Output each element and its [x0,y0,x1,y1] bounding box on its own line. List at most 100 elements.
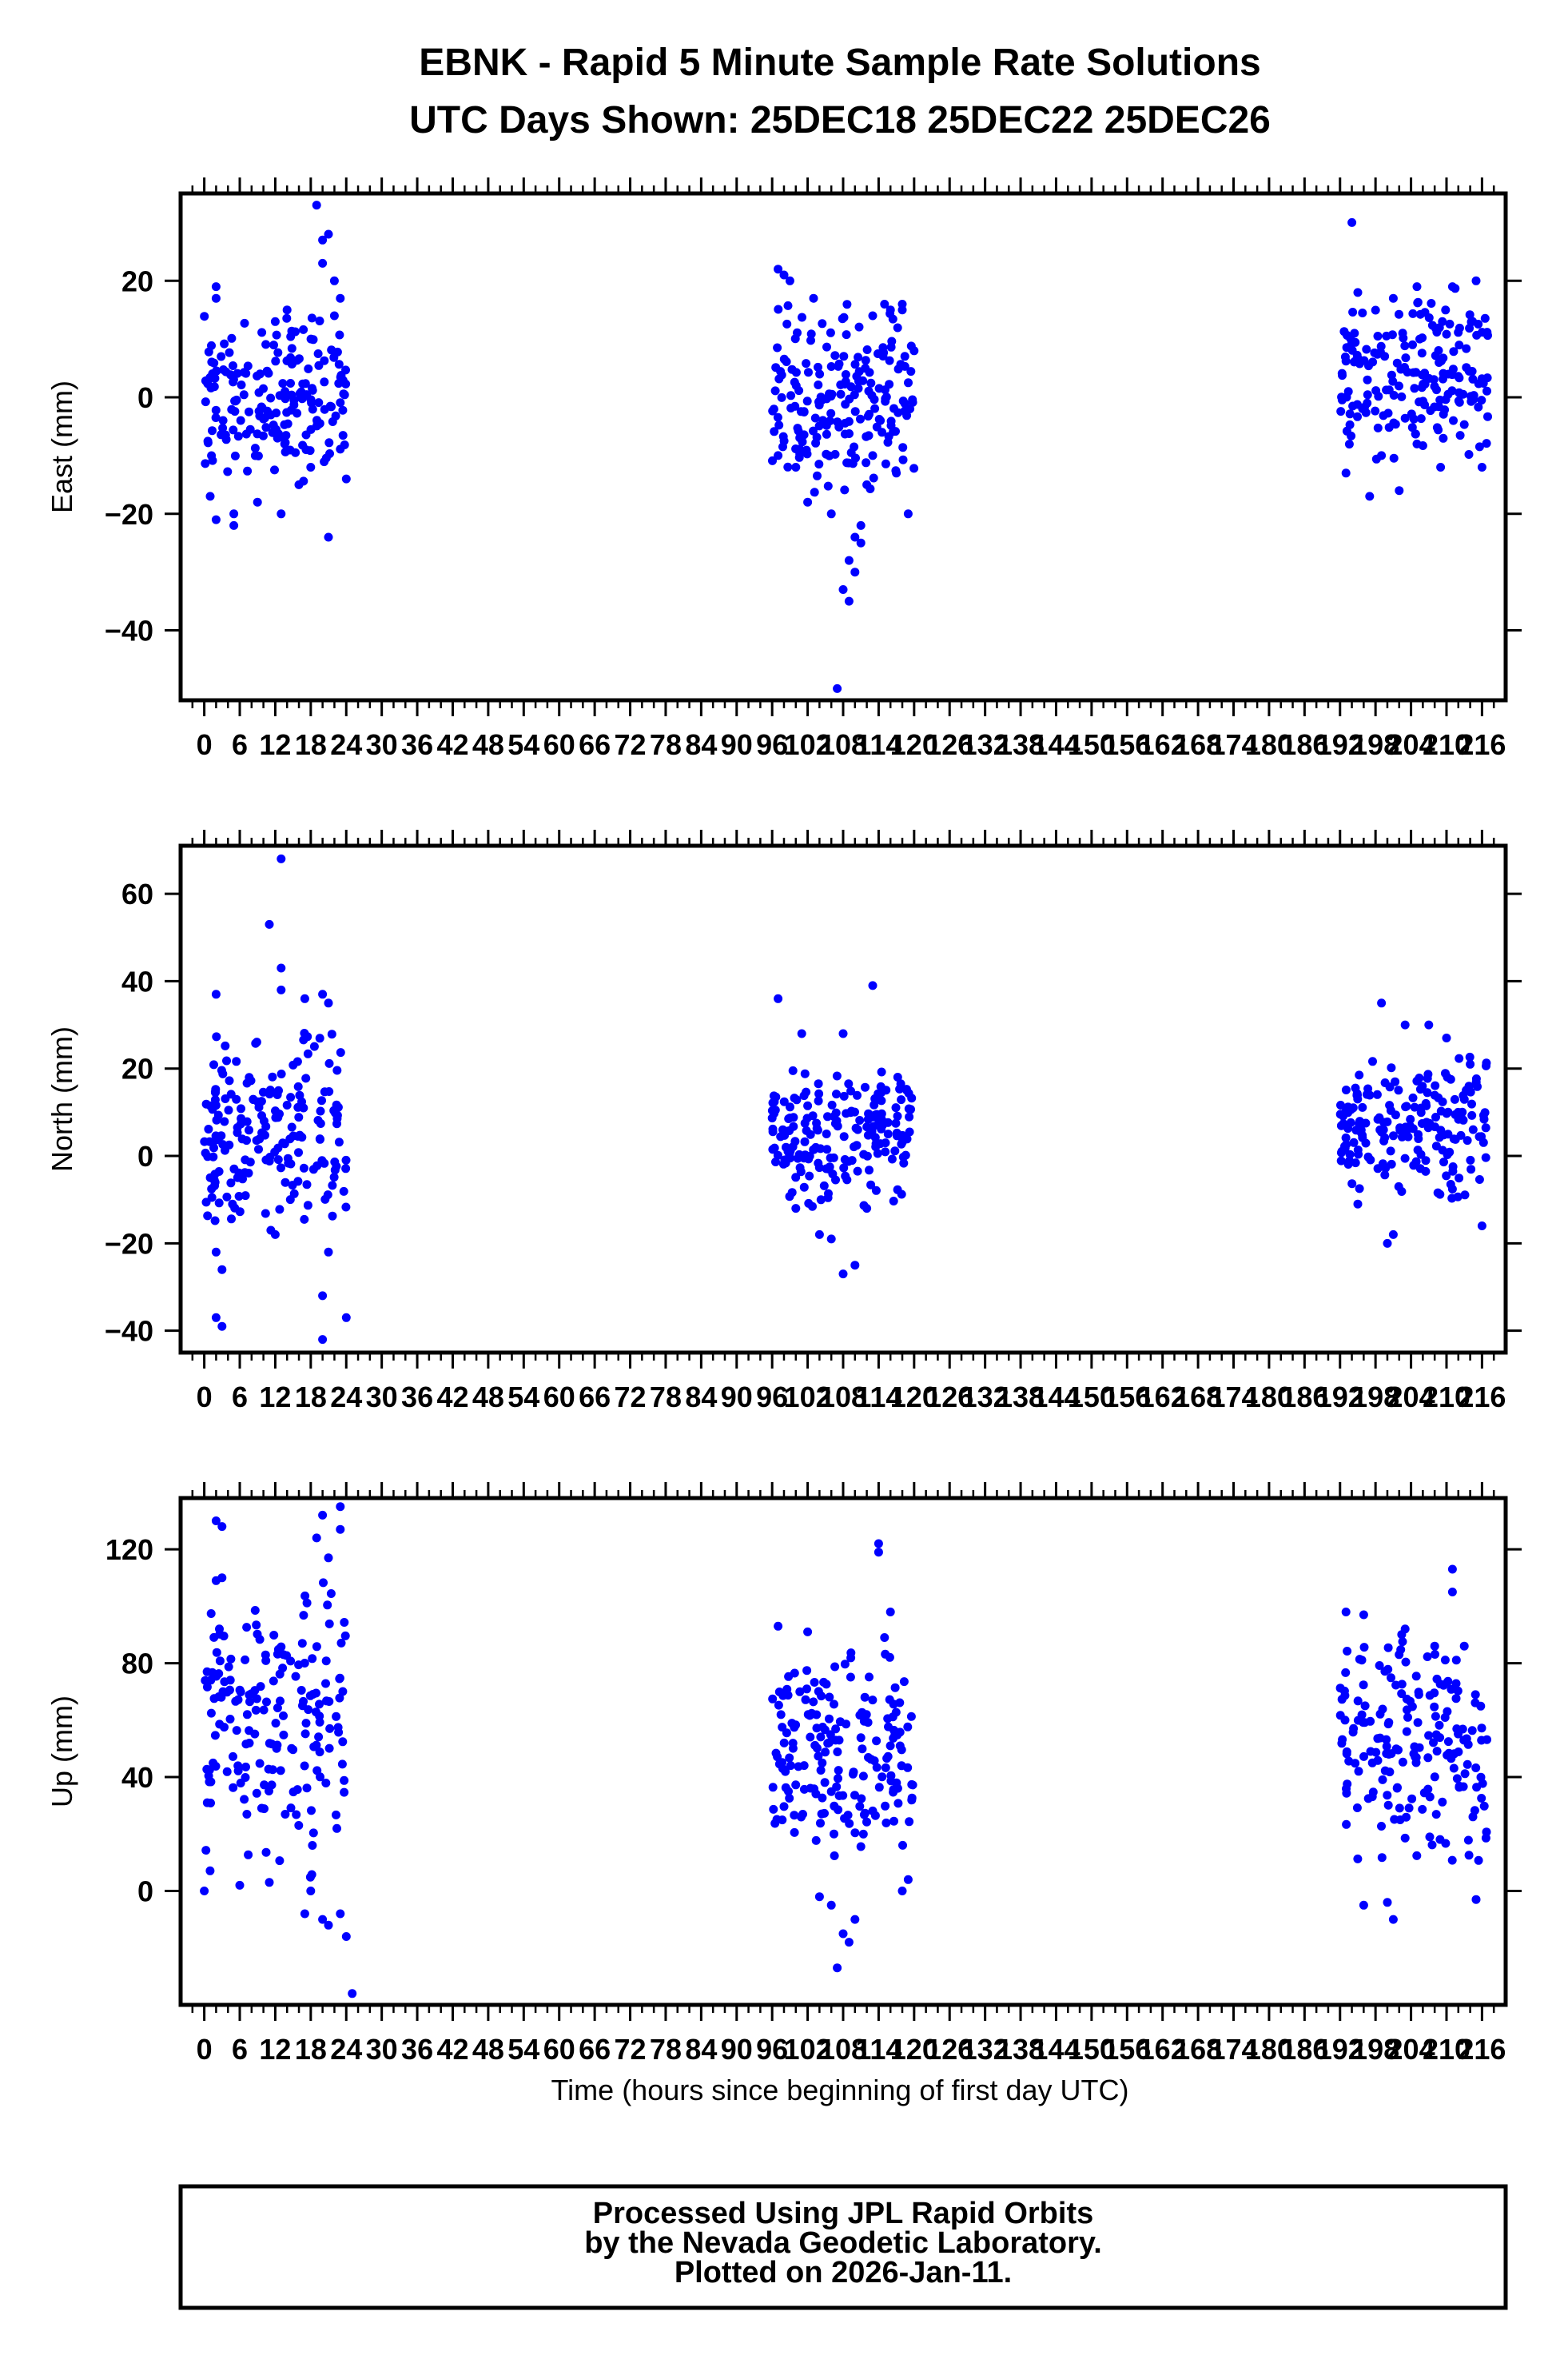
data-point [289,1787,298,1797]
data-point [791,1720,801,1730]
x-tick-label: 180 [1245,2033,1293,2066]
data-point [306,1887,316,1895]
data-point [809,426,818,436]
x-tick-label: 66 [579,2033,611,2066]
data-point [846,1086,856,1096]
data-point [835,1717,845,1727]
data-point [844,1938,854,1947]
data-point [1358,404,1367,413]
data-point [1338,1735,1347,1744]
data-point [870,1133,880,1142]
x-tick-label: 42 [436,2033,468,2066]
data-point [328,1211,337,1221]
data-point [241,1155,250,1165]
data-point [853,1166,862,1176]
data-point [315,1134,324,1144]
data-point [1395,381,1403,391]
data-point [1430,1688,1439,1698]
x-tick-label: 18 [295,728,327,761]
x-tick-label: 198 [1351,728,1399,761]
data-point [1420,400,1430,409]
data-point [318,1335,328,1345]
data-point [1429,1738,1438,1747]
data-point [793,424,802,433]
y-tick-label: 20 [121,1053,153,1086]
data-point [1480,313,1490,323]
data-point [889,1197,898,1205]
x-tick-label: 132 [961,2033,1009,2066]
data-point [1416,1150,1426,1159]
data-point [300,1909,309,1919]
x-tick-label: 120 [890,728,938,761]
data-point [300,1591,310,1600]
data-point [799,1784,809,1794]
data-point [834,1791,844,1800]
data-point [252,1788,261,1798]
data-point [868,1696,878,1705]
data-point [1463,1835,1473,1845]
data-point [1357,1656,1367,1665]
data-point [1398,1757,1407,1767]
data-point [870,404,880,413]
data-point [892,468,901,478]
data-point [861,1082,870,1092]
data-point [293,408,302,418]
data-point [850,1261,860,1270]
data-point [201,397,210,407]
data-point [819,1181,829,1190]
data-point [239,390,249,400]
data-point [770,1097,779,1106]
data-point [308,335,318,345]
data-point [903,509,913,519]
data-point [881,459,890,468]
data-point [1341,1668,1351,1677]
data-point [317,1156,327,1166]
data-points [200,1502,1491,1998]
data-point [1389,1131,1398,1141]
data-point [1435,1189,1445,1199]
data-point [1388,1915,1398,1924]
x-tick-label: 186 [1280,2033,1328,2066]
data-point [1411,429,1420,439]
x-tick-label: 120 [890,1381,938,1413]
data-point [225,348,234,357]
data-point [244,1169,253,1178]
data-point [202,1798,212,1807]
data-point [795,1687,805,1696]
data-point [1353,288,1363,297]
data-point [826,408,836,418]
data-point [810,488,819,497]
x-tick-label: 174 [1209,728,1257,761]
data-point [814,1158,823,1168]
data-point [340,1618,349,1627]
data-point [1384,1718,1394,1727]
data-point [1432,1747,1442,1756]
data-point [1483,412,1492,421]
data-point [799,1761,809,1771]
data-point [307,1806,316,1815]
data-point [1467,1165,1476,1174]
data-point [1342,1784,1351,1794]
data-point [1455,1781,1464,1791]
data-point [226,370,235,380]
data-point [1410,1742,1419,1751]
data-point [899,1677,909,1687]
data-point [301,445,311,455]
data-point [1481,1153,1490,1162]
data-point [285,445,295,455]
data-point [306,424,316,434]
data-point [888,314,897,324]
data-point [1451,1679,1461,1688]
data-point [1470,1698,1480,1707]
data-point [265,1878,274,1887]
data-point [791,1204,801,1213]
data-point [335,1693,344,1703]
data-point [317,1096,326,1106]
data-point [883,1130,893,1139]
data-point [778,1159,788,1169]
data-point [774,994,783,1003]
data-point [884,1722,893,1731]
data-point [887,1154,897,1164]
data-point [767,1114,777,1123]
data-point [1481,1123,1490,1133]
